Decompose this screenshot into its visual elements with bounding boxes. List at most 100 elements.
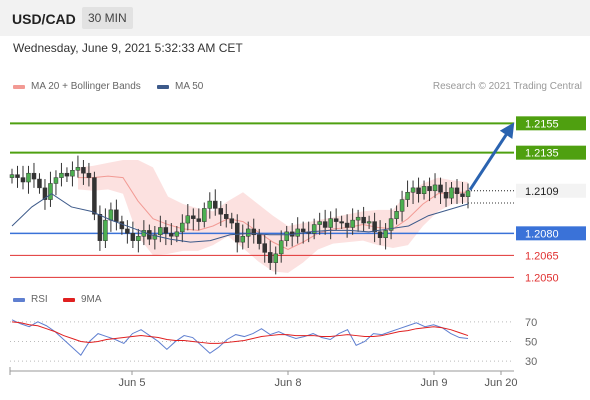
candle-body [196, 218, 202, 222]
candle-body [240, 236, 245, 243]
x-tick-label: Jun 5 [119, 377, 146, 389]
candle-body [410, 187, 416, 193]
candle-body [394, 211, 399, 219]
candle-body [355, 216, 361, 221]
level-label: 1.2065 [525, 250, 559, 262]
candle-body [103, 219, 108, 241]
candle-body [443, 192, 449, 199]
level-label: 1.2109 [525, 186, 559, 198]
bollinger-bands [78, 160, 468, 273]
last-price-tag [516, 183, 586, 198]
candle-body [136, 236, 141, 241]
candle-body [273, 253, 278, 263]
candle-body [432, 184, 438, 192]
ma20-line [78, 175, 468, 251]
symbol-label: USD/CAD [12, 11, 76, 27]
level-label: 1.2155 [525, 118, 559, 130]
rsi-tick-label: 30 [525, 356, 537, 368]
candle-body [372, 221, 377, 233]
candle-body [218, 208, 224, 215]
candle-body [70, 170, 75, 177]
credit-text: Research © 2021 Trading Central [432, 81, 582, 92]
candle-body [300, 228, 306, 233]
legend-rsi: RSI [13, 294, 48, 305]
rsi-tick-label: 70 [525, 317, 537, 329]
candle-body [262, 243, 267, 253]
x-tick-label: Jun 9 [421, 377, 448, 389]
candle-body [31, 172, 37, 180]
ma50-line [11, 193, 469, 243]
candle-body [152, 234, 158, 240]
legend-rsi-label: RSI [31, 294, 48, 305]
candle-body [202, 208, 207, 222]
legend-bollinger: MA 20 + Bollinger Bands [13, 81, 141, 92]
candle-body [399, 199, 405, 212]
candle-body [235, 222, 240, 243]
candle-body [130, 233, 136, 241]
candle-body [97, 214, 103, 241]
resistance-tag [516, 116, 586, 131]
candle-body [86, 172, 92, 178]
candle-body [295, 228, 300, 237]
candle-body [361, 216, 366, 224]
rsi-swatch [13, 297, 25, 302]
candle-body [465, 190, 471, 197]
candle-body [317, 221, 322, 225]
projection-arrow [468, 122, 515, 191]
candle-body [185, 215, 191, 224]
candle-body [20, 177, 26, 183]
candle-body [267, 252, 273, 263]
candle-body [245, 228, 251, 237]
projection [468, 122, 515, 191]
candle-body [15, 174, 20, 178]
candle-body [328, 218, 333, 228]
candle-body [344, 222, 350, 228]
candle-body [311, 224, 317, 234]
candle-body [163, 227, 169, 234]
candle-body [42, 187, 48, 200]
support-resistance-levels: 1.2155 1.2135 1.2109 1.2080 1.2065 1.2050 [10, 116, 586, 284]
candle-body [81, 167, 86, 174]
candle-body [37, 178, 42, 189]
rsi-9ma-line [11, 321, 469, 344]
legend-9ma-label: 9MA [81, 294, 102, 305]
timestamp: Wednesday, June 9, 2021 5:32:33 AM CET [13, 41, 243, 55]
candle-body [125, 228, 130, 234]
x-axis: Jun 5 Jun 8 Jun 9 Jun 20 [9, 367, 518, 389]
ma50-swatch [157, 84, 169, 89]
candle-body [48, 183, 53, 200]
moving-average-lines [11, 193, 514, 243]
candle-body [427, 186, 432, 192]
candle-body [75, 167, 81, 171]
legend-ma50-label: MA 50 [175, 81, 204, 92]
chart-header: USD/CAD 30 MIN [0, 0, 590, 36]
timeframe-badge[interactable]: 30 MIN [82, 7, 133, 29]
candle-body [339, 221, 344, 224]
candle-body [174, 231, 180, 237]
candle-body [9, 174, 15, 178]
candle-body [377, 231, 383, 238]
candle-body [284, 231, 289, 241]
candle-body [224, 214, 229, 219]
candle-body [350, 219, 355, 228]
candle-body [229, 218, 235, 224]
candle-body [180, 222, 185, 233]
candle-body [53, 177, 59, 184]
x-tick-label: Jun 8 [275, 377, 302, 389]
legend-9ma: 9MA [63, 294, 102, 305]
candle-body [207, 200, 213, 209]
candle-body [158, 227, 163, 236]
x-tick-label: Jun 20 [484, 377, 517, 389]
candle-body [454, 187, 460, 194]
candle-body [278, 240, 284, 255]
candle-body [405, 192, 410, 200]
candle-body [213, 200, 218, 209]
candle-body [460, 193, 465, 197]
candle-body [388, 218, 394, 231]
rsi-tick-label: 50 [525, 336, 537, 348]
bollinger-swatch [13, 84, 25, 89]
candle-body [421, 186, 427, 194]
candle-body [108, 209, 114, 221]
resistance-tag [516, 145, 586, 160]
